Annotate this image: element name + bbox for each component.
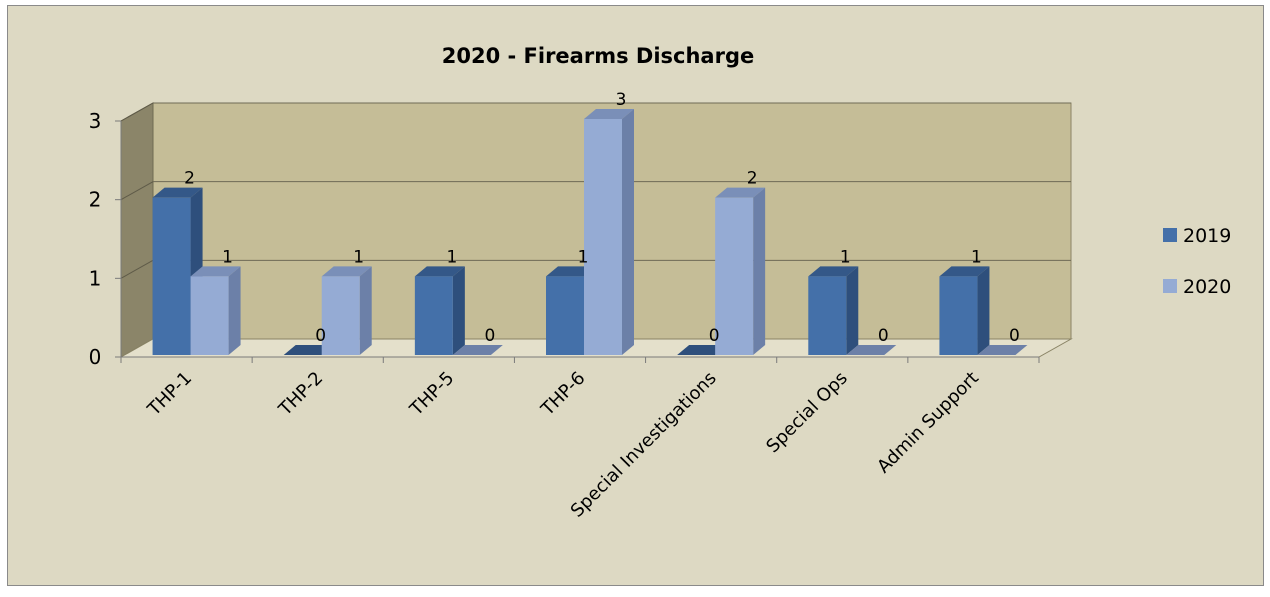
bar-side: [977, 266, 990, 355]
x-tick-label: THP-6: [537, 368, 590, 421]
bar-2019-special-investigations: [677, 345, 728, 355]
data-label: 0: [315, 326, 326, 346]
x-tick-label: Special Ops: [762, 368, 851, 457]
gridline-side: [120, 259, 154, 279]
legend: 2019 2020: [1163, 225, 1231, 298]
data-label: 1: [971, 247, 982, 267]
bar-top: [321, 266, 372, 277]
x-tick-label: THP-1: [143, 368, 196, 421]
bar-side: [228, 266, 241, 355]
bar-2020-thp-1: [190, 276, 229, 355]
x-tick-label: Admin Support: [873, 368, 983, 478]
bar-2019-thp-1: [152, 197, 191, 355]
bar-top: [939, 266, 990, 277]
data-label: 1: [446, 247, 457, 267]
data-label: 1: [222, 247, 233, 267]
legend-swatch-2019: [1163, 228, 1177, 242]
bar-top: [152, 187, 203, 198]
bar-top: [546, 266, 596, 277]
bar-side: [622, 109, 634, 355]
legend-label: 2020: [1183, 276, 1231, 298]
bar-2020-thp-5: [452, 345, 503, 355]
bar-top: [715, 187, 766, 198]
bar-2019-thp-2: [283, 345, 334, 355]
y-tick-label: 0: [89, 345, 102, 369]
bar-2020-special-investigations: [715, 197, 754, 355]
bar-2020-admin-support: [977, 345, 1028, 355]
bar-top: [414, 266, 465, 277]
bar-side: [753, 187, 766, 355]
legend-swatch-2020: [1163, 279, 1177, 293]
x-tick-label: THP-2: [274, 368, 327, 421]
x-tick-label: Special Investigations: [567, 368, 721, 522]
bar-2019-admin-support: [939, 276, 978, 355]
legend-label: 2019: [1183, 225, 1231, 247]
data-label: 0: [878, 326, 889, 346]
bar-side: [846, 266, 859, 355]
bar-side: [359, 266, 372, 355]
gridline-side: [120, 102, 154, 122]
data-label: 2: [184, 169, 195, 189]
bar-2020-special-ops: [846, 345, 897, 355]
bar-2020-thp-2: [321, 276, 360, 355]
chart-frame: 0 1 2 3 THP-1 THP-2 THP-5 THP-6 Special Investig…: [7, 5, 1264, 586]
bar-top: [190, 266, 241, 277]
data-label: 0: [709, 326, 720, 346]
bar-2019-thp-6: [546, 276, 584, 355]
bar-side: [452, 266, 465, 355]
y-tick-label: 2: [89, 188, 102, 212]
x-tick-label: THP-5: [405, 368, 458, 421]
y-tick-label: 3: [89, 109, 102, 133]
data-label: 2: [747, 169, 758, 189]
gridline-side: [120, 181, 154, 201]
bar-2019-thp-5: [414, 276, 453, 355]
data-labels: 2 1 0 1 1 0 1 3 0 2 1 0 1 0: [184, 90, 1020, 346]
data-label: 0: [484, 326, 495, 346]
bars: [152, 109, 1028, 355]
bar-top: [584, 109, 634, 119]
side-wall: [120, 102, 154, 358]
bar-2019-special-ops: [808, 276, 847, 355]
chart-title: 2020 - Firearms Discharge: [442, 44, 754, 68]
data-label: 1: [840, 247, 851, 267]
data-label: 1: [578, 247, 589, 267]
data-label: 1: [353, 247, 364, 267]
data-label: 3: [616, 90, 627, 110]
data-label: 0: [1009, 326, 1020, 346]
bar-2020-thp-6: [584, 119, 622, 355]
y-tick-label: 1: [89, 266, 102, 290]
bar-top: [808, 266, 859, 277]
